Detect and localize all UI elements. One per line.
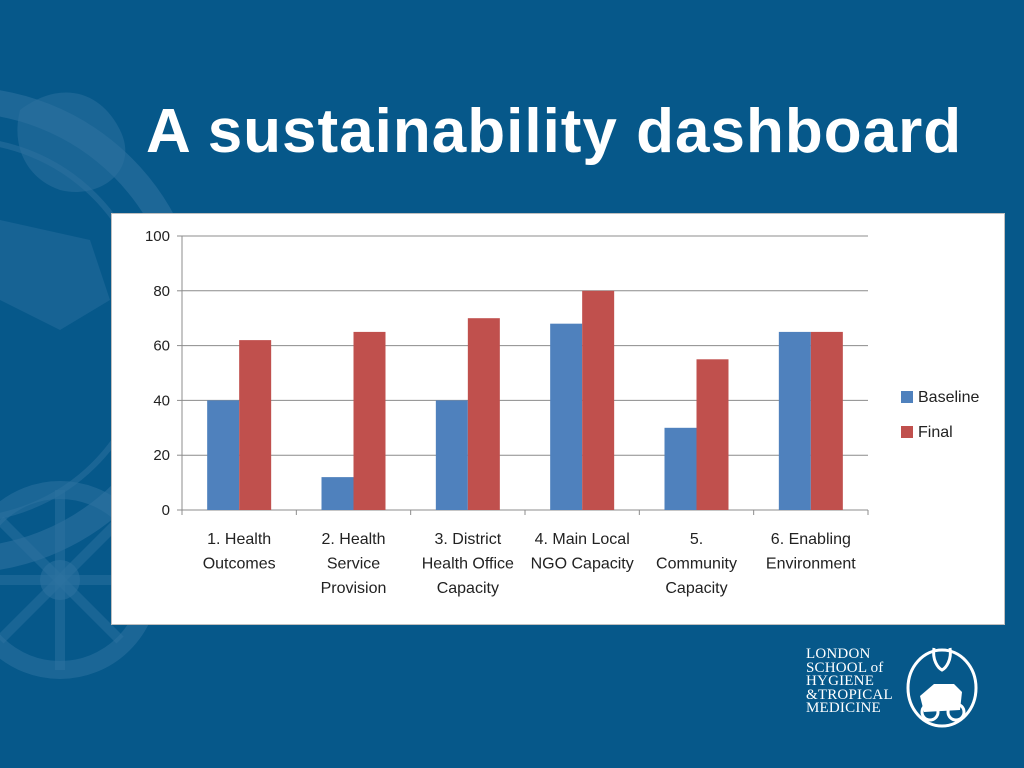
chart-panel: 0 20 40 60 80 100 1. Health Outcomes 2. Health Se… [111,213,1005,625]
bar-baseline [778,331,811,510]
bar-baseline [664,427,697,510]
slide-title: A sustainability dashboard [146,97,963,166]
bar-final [810,331,843,510]
bar-final [696,359,729,510]
logo-line: LONDON [806,646,871,662]
logo-text: LONDON SCHOOL of HYGIENE &TROPICAL MEDIC… [806,646,893,716]
x-category-label: 1. Health Outcomes [203,531,276,573]
x-category-label: 4. Main Local NGO Capacity [531,531,634,573]
x-category-label: 6. Enabling Environment [766,531,856,573]
bar-baseline [321,477,354,510]
x-category-label: 5. Community Capacity [656,531,737,597]
bar-final [353,331,386,510]
y-tick-label: 60 [153,338,170,355]
logo-line: SCHOOL of [806,659,884,676]
bar-baseline [435,400,468,510]
y-tick-label: 100 [145,228,170,245]
y-tick-label: 80 [153,283,170,300]
logo-line: MEDICINE [806,700,881,716]
y-tick-label: 0 [162,502,170,519]
bar-baseline [207,400,240,510]
y-tick-label: 40 [153,392,170,409]
bar-final [467,318,500,510]
legend-swatch-final [901,426,913,438]
bar-baseline [550,323,583,510]
logo-line: &TROPICAL [806,686,893,703]
logo-line: HYGIENE [806,673,875,689]
x-category-label: 3. District Health Office Capacity [422,531,514,597]
legend-swatch-baseline [901,391,913,403]
lshtm-logo: LONDON SCHOOL of HYGIENE &TROPICAL MEDIC… [806,640,996,732]
y-tick-label: 20 [153,447,170,464]
bar-final [582,290,615,510]
x-category-label: 2. Health Service Provision [321,531,387,597]
bar-final [239,340,272,510]
legend-label: Final [918,424,953,441]
legend-label: Baseline [918,389,979,406]
bar-chart: 0 20 40 60 80 100 1. Health Outcomes 2. Health Se… [145,228,980,597]
seal-icon [906,647,978,728]
